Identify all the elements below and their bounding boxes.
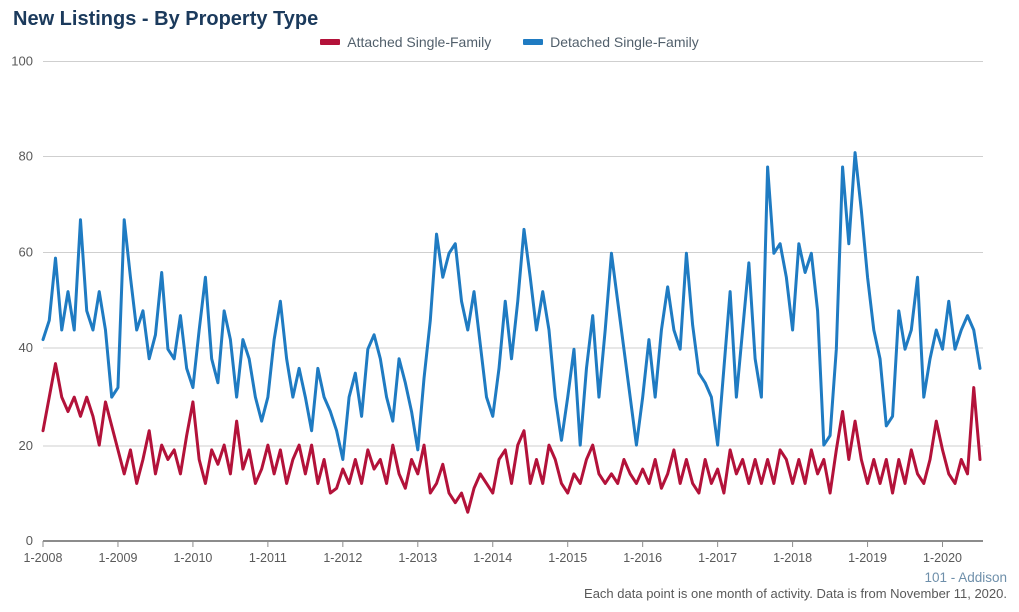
svg-text:80: 80 (19, 149, 33, 164)
svg-text:1-2019: 1-2019 (848, 551, 887, 565)
svg-text:1-2013: 1-2013 (398, 551, 437, 565)
svg-text:20: 20 (19, 438, 33, 453)
svg-text:1-2008: 1-2008 (24, 551, 63, 565)
svg-text:1-2016: 1-2016 (623, 551, 662, 565)
svg-text:60: 60 (19, 245, 33, 260)
svg-text:1-2010: 1-2010 (173, 551, 212, 565)
svg-text:1-2012: 1-2012 (323, 551, 362, 565)
svg-text:1-2018: 1-2018 (773, 551, 812, 565)
svg-text:1-2009: 1-2009 (98, 551, 137, 565)
svg-text:1-2020: 1-2020 (923, 551, 962, 565)
svg-text:1-2011: 1-2011 (249, 551, 287, 565)
svg-text:40: 40 (19, 340, 33, 355)
svg-text:100: 100 (11, 54, 33, 69)
svg-text:0: 0 (26, 533, 33, 548)
svg-text:1-2014: 1-2014 (473, 551, 512, 565)
svg-text:1-2017: 1-2017 (698, 551, 737, 565)
svg-text:1-2015: 1-2015 (548, 551, 587, 565)
